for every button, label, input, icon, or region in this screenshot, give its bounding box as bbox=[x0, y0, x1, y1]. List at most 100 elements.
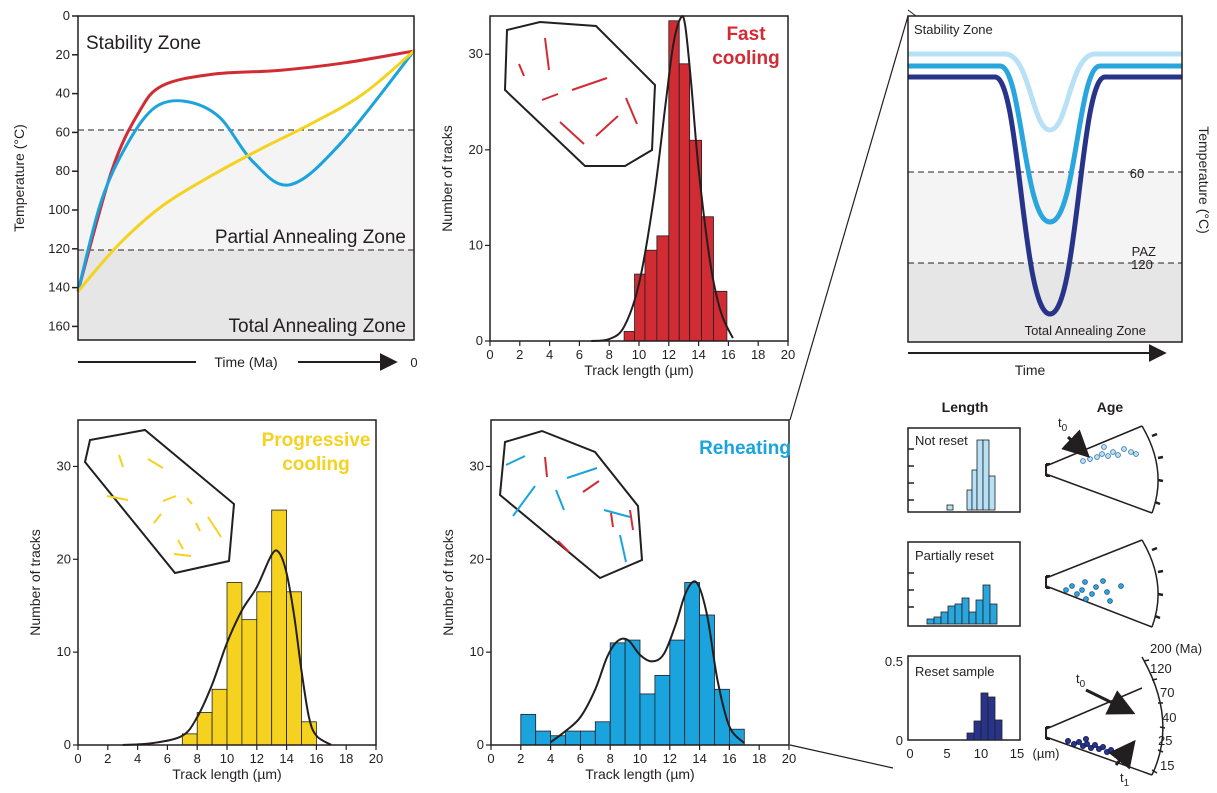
track bbox=[106, 495, 129, 501]
tt-series-line-1 bbox=[76, 49, 416, 292]
radial-ticks-3 bbox=[1143, 659, 1166, 774]
point bbox=[1082, 579, 1088, 585]
track bbox=[207, 516, 222, 538]
histogram-bar bbox=[639, 693, 656, 746]
partial-length-hist bbox=[926, 584, 998, 625]
track bbox=[557, 540, 570, 553]
fast-cooling-panel: 0 2 4 6 8 10 12 14 16 18 20 0 10 20 30 Track length (µm… bbox=[439, 15, 795, 378]
x-tick-label: 4 bbox=[546, 347, 553, 362]
x-tick-label: 8 bbox=[607, 751, 614, 766]
track bbox=[582, 480, 600, 493]
track bbox=[147, 458, 164, 469]
len-x-tick-10: 10 bbox=[974, 746, 988, 761]
re-paz-label: PAZ bbox=[1132, 244, 1156, 259]
tick bbox=[1151, 432, 1158, 438]
age-header: Age bbox=[1097, 399, 1124, 415]
fast-grain-tracks bbox=[518, 37, 638, 145]
y-tick-label: 10 bbox=[57, 644, 71, 659]
y-tick-label: 10 bbox=[469, 237, 483, 252]
point bbox=[1063, 587, 1069, 593]
bar bbox=[971, 469, 978, 511]
x-tick-label: 6 bbox=[577, 751, 584, 766]
histogram-bar bbox=[226, 582, 243, 746]
len-x-unit: (µm) bbox=[1033, 746, 1060, 761]
tt-y-tick-label: 0 bbox=[63, 8, 70, 23]
y-tick-label: 30 bbox=[470, 458, 484, 473]
tick bbox=[1157, 569, 1164, 574]
y-tick-label: 0 bbox=[476, 333, 483, 348]
reset-y-tick-zero: 0 bbox=[896, 733, 903, 748]
tt-frame bbox=[77, 15, 415, 341]
tt-y-tick-label: 160 bbox=[48, 318, 70, 333]
track bbox=[559, 121, 585, 145]
t0-arrow-1 bbox=[1061, 429, 1090, 458]
age-scale-15: 15 bbox=[1160, 758, 1174, 773]
reheat-path-medium bbox=[908, 63, 1182, 225]
track bbox=[595, 115, 619, 137]
y-tick-label: 0 bbox=[64, 737, 71, 752]
radial-wedge bbox=[1045, 539, 1153, 628]
x-tick-label: 16 bbox=[722, 751, 736, 766]
point bbox=[1076, 739, 1083, 746]
track bbox=[629, 509, 634, 531]
not-reset-age-points bbox=[1080, 444, 1139, 464]
partial-annealing-zone-label: Partial Annealing Zone bbox=[215, 227, 406, 248]
point bbox=[1107, 598, 1113, 604]
x-tick-label: 0 bbox=[486, 347, 493, 362]
radial-bracket bbox=[1045, 575, 1050, 589]
point bbox=[1083, 736, 1090, 743]
histogram-bar bbox=[181, 733, 198, 746]
y-tick-label: 10 bbox=[470, 644, 484, 659]
tick bbox=[1154, 500, 1161, 506]
bar bbox=[946, 504, 954, 511]
row-label-reset: Reset sample bbox=[915, 664, 994, 679]
not-reset-length-hist bbox=[946, 439, 996, 511]
tick bbox=[1151, 546, 1158, 552]
histogram-bar bbox=[699, 614, 715, 746]
row-label-partial: Partially reset bbox=[915, 548, 994, 563]
histogram-bar bbox=[565, 730, 581, 746]
x-tick-label: 12 bbox=[662, 347, 676, 362]
x-tick-label: 16 bbox=[309, 751, 323, 766]
histogram-bar bbox=[580, 730, 596, 746]
radial-ticks-2 bbox=[1151, 546, 1164, 620]
reheat-grain-tracks bbox=[505, 455, 634, 563]
point bbox=[1118, 583, 1124, 589]
tick bbox=[1143, 659, 1150, 662]
track bbox=[505, 455, 526, 466]
point bbox=[1069, 583, 1075, 589]
reheating-panel: 0 2 4 6 8 10 12 14 16 18 20 0 10 20 30 Track length (µm… bbox=[440, 419, 796, 782]
y-tick-label: 20 bbox=[469, 142, 483, 157]
t0-arrow-3 bbox=[1085, 688, 1136, 715]
tt-series-line-2 bbox=[76, 49, 415, 293]
histogram-bar bbox=[609, 642, 626, 746]
histogram-bar bbox=[271, 509, 288, 746]
histogram-bar bbox=[520, 713, 537, 746]
y-tick-label: 0 bbox=[477, 737, 484, 752]
point bbox=[1080, 458, 1086, 464]
zoom-connector-top bbox=[789, 15, 909, 421]
x-tick-label: 2 bbox=[104, 751, 111, 766]
x-axis-label: Track length (µm) bbox=[584, 362, 693, 378]
partial-age-points bbox=[1063, 578, 1124, 604]
point bbox=[1101, 444, 1107, 450]
x-tick-label: 14 bbox=[692, 751, 706, 766]
radial-arc bbox=[1141, 656, 1164, 776]
x-tick-label: 2 bbox=[517, 751, 524, 766]
track bbox=[603, 509, 631, 518]
row-label-not-reset: Not reset bbox=[915, 433, 968, 448]
histogram-bar bbox=[669, 639, 686, 746]
bar bbox=[975, 599, 984, 625]
x-tick-label: 0 bbox=[487, 751, 494, 766]
track bbox=[541, 93, 559, 101]
reset-y-tick-top: 0.5 bbox=[885, 654, 903, 669]
x-tick-label: 18 bbox=[752, 751, 766, 766]
tick bbox=[1151, 678, 1158, 681]
histogram-bar bbox=[701, 216, 714, 342]
time-axis-zero: 0 bbox=[410, 355, 417, 370]
reset-length-hist bbox=[966, 692, 1003, 741]
radial-bracket bbox=[1045, 726, 1050, 740]
histogram-bar bbox=[624, 639, 641, 746]
point bbox=[1093, 584, 1099, 590]
point bbox=[1108, 747, 1115, 754]
